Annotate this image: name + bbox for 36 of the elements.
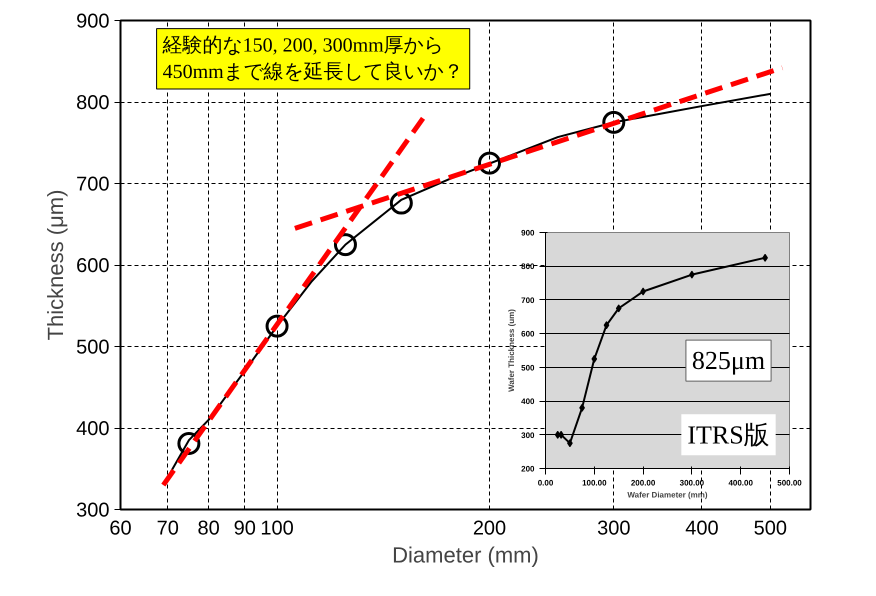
x-tick-label: 70 xyxy=(156,518,179,540)
y-tick-label: 600 xyxy=(76,255,110,277)
x-tick-label: 100 xyxy=(260,518,294,540)
y-tick-label: 600 xyxy=(521,330,536,339)
x-tick-label: 0.00 xyxy=(538,478,554,488)
y-tick-label: 700 xyxy=(521,296,536,305)
y-tick-label: 800 xyxy=(76,92,110,114)
annotation: 経験的な150, 200, 300mm厚から 450mmまで線を延長して良いか？ xyxy=(162,34,464,84)
x-tick-label: 400.00 xyxy=(728,478,754,488)
y-tick-label: 500 xyxy=(521,363,536,372)
y-tick-label: 400 xyxy=(521,397,536,406)
y-tick-label: 900 xyxy=(76,10,110,32)
y-tick-label: 200 xyxy=(521,464,536,474)
y-tick-label: 300 xyxy=(521,430,536,440)
y-tick-label: 300 xyxy=(76,500,110,522)
x-tick-label: 300 xyxy=(597,518,630,540)
x-tick-label: 400 xyxy=(685,518,719,540)
x-tick-label: 200 xyxy=(472,518,506,540)
y-tick-label: 500 xyxy=(76,336,110,358)
y-tick-label: 900 xyxy=(521,228,536,238)
x-tick-label: 100.00 xyxy=(582,478,608,488)
x-tick-label: 500 xyxy=(754,518,788,540)
annotation: 825μm xyxy=(692,346,766,376)
x-tick-label: 60 xyxy=(109,518,132,540)
x-tick-label: 80 xyxy=(198,518,220,540)
y-tick-label: 700 xyxy=(76,174,110,196)
y-tick-label: 400 xyxy=(76,418,110,440)
x-axis-title: Wafer Diameter (mm) xyxy=(627,490,708,500)
x-axis-title: Diameter (mm) xyxy=(392,542,539,568)
y-axis-title: Wafer Thickness (um) xyxy=(507,308,516,392)
x-tick-label: 90 xyxy=(234,518,256,540)
annotation: ITRS版 xyxy=(687,420,770,450)
x-tick-label: 200.00 xyxy=(630,478,656,488)
x-tick-label: 300.00 xyxy=(680,478,705,488)
y-axis-title: Thickness (μm) xyxy=(43,190,68,340)
x-tick-label: 500.00 xyxy=(777,478,802,488)
